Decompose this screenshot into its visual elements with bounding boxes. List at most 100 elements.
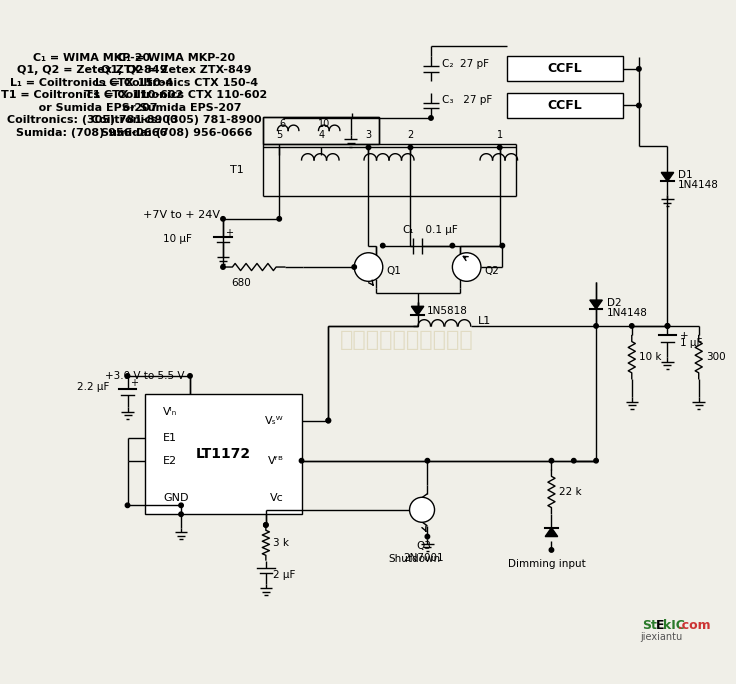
Text: Sumida: (708) 956-0666: Sumida: (708) 956-0666 xyxy=(101,128,252,137)
Text: 5: 5 xyxy=(276,130,283,140)
Text: L₁ = Coiltronics CTX 150-4: L₁ = Coiltronics CTX 150-4 xyxy=(95,78,258,88)
Circle shape xyxy=(408,145,413,150)
Circle shape xyxy=(637,66,641,71)
Text: 4: 4 xyxy=(318,130,325,140)
Circle shape xyxy=(326,419,330,423)
Circle shape xyxy=(425,534,430,539)
Text: Q1, Q2 = Zetex ZTX-849: Q1, Q2 = Zetex ZTX-849 xyxy=(102,66,252,75)
Text: E: E xyxy=(656,619,665,632)
Text: Shutdown: Shutdown xyxy=(388,555,440,564)
Circle shape xyxy=(572,458,576,463)
Text: Q3: Q3 xyxy=(417,541,431,551)
Text: +: + xyxy=(224,228,233,238)
Text: 2N7001: 2N7001 xyxy=(403,553,444,563)
Circle shape xyxy=(188,373,192,378)
Bar xyxy=(507,56,623,81)
Text: Vᴵₙ: Vᴵₙ xyxy=(163,406,177,417)
Text: St: St xyxy=(643,619,657,632)
Circle shape xyxy=(594,324,598,328)
Text: L1: L1 xyxy=(478,317,492,326)
Text: 10 μF: 10 μF xyxy=(163,235,192,244)
Circle shape xyxy=(221,265,225,269)
Circle shape xyxy=(450,244,455,248)
Text: 杭州将范科技有限公司: 杭州将范科技有限公司 xyxy=(340,330,474,350)
Text: 6: 6 xyxy=(280,119,286,129)
Text: 2: 2 xyxy=(407,130,414,140)
Text: C₁ = WIMA MKP-20: C₁ = WIMA MKP-20 xyxy=(118,53,236,63)
Text: D2: D2 xyxy=(606,298,621,308)
Text: kIC: kIC xyxy=(663,619,685,632)
Text: Dimming input: Dimming input xyxy=(508,559,586,569)
Text: E2: E2 xyxy=(163,456,177,466)
Circle shape xyxy=(637,103,641,107)
Circle shape xyxy=(179,512,183,516)
Circle shape xyxy=(221,217,225,221)
Circle shape xyxy=(549,548,553,552)
Text: CCFL: CCFL xyxy=(548,62,582,75)
Text: Vₛᵂ: Vₛᵂ xyxy=(265,416,283,425)
Text: +: + xyxy=(130,378,138,388)
Circle shape xyxy=(429,116,434,120)
Bar xyxy=(146,394,302,514)
Text: Sumida: (708) 956-0666: Sumida: (708) 956-0666 xyxy=(16,128,168,137)
Circle shape xyxy=(594,458,598,463)
Polygon shape xyxy=(411,306,424,315)
Text: 680: 680 xyxy=(231,278,251,288)
Text: Coiltronics: (305) 781-8900: Coiltronics: (305) 781-8900 xyxy=(7,116,177,125)
Circle shape xyxy=(354,253,383,281)
Text: jiexiantu: jiexiantu xyxy=(641,631,683,642)
Text: GND: GND xyxy=(163,493,188,503)
Text: 0.1 μF: 0.1 μF xyxy=(420,225,458,235)
Text: C₃   27 pF: C₃ 27 pF xyxy=(442,95,492,105)
Text: L₁ = Coiltronics CTX 150-4: L₁ = Coiltronics CTX 150-4 xyxy=(10,78,174,88)
Circle shape xyxy=(629,324,634,328)
Circle shape xyxy=(549,458,553,463)
Polygon shape xyxy=(661,172,673,181)
Circle shape xyxy=(665,324,670,328)
Text: C₂  27 pF: C₂ 27 pF xyxy=(442,59,489,68)
Text: D1: D1 xyxy=(678,170,693,180)
Text: Vᴄ: Vᴄ xyxy=(270,493,283,503)
Text: 2.2 μF: 2.2 μF xyxy=(77,382,110,392)
Text: 10: 10 xyxy=(318,119,330,129)
Polygon shape xyxy=(590,300,602,309)
Text: 1N4148: 1N4148 xyxy=(606,308,648,317)
Circle shape xyxy=(409,497,434,523)
Text: .com: .com xyxy=(678,619,712,632)
Text: +3.0 V to 5.5 V: +3.0 V to 5.5 V xyxy=(105,371,185,381)
Circle shape xyxy=(300,458,304,463)
Text: 1: 1 xyxy=(497,130,503,140)
Circle shape xyxy=(498,145,502,150)
Circle shape xyxy=(381,244,385,248)
Text: or Sumida EPS-207: or Sumida EPS-207 xyxy=(111,103,242,113)
Circle shape xyxy=(326,419,330,423)
Text: Q2: Q2 xyxy=(484,267,500,276)
Circle shape xyxy=(453,253,481,281)
Circle shape xyxy=(263,523,268,527)
Bar xyxy=(263,117,379,144)
Text: Q1: Q1 xyxy=(386,267,401,276)
Text: 1N4148: 1N4148 xyxy=(678,180,719,190)
Circle shape xyxy=(125,373,130,378)
Text: +: + xyxy=(680,331,689,341)
Text: E1: E1 xyxy=(163,434,177,443)
Text: LT1172: LT1172 xyxy=(196,447,250,460)
Circle shape xyxy=(125,503,130,508)
Text: T1 = Coiltronics CTX 110-602: T1 = Coiltronics CTX 110-602 xyxy=(85,90,268,101)
Text: T1 = Coiltronics CTX 110-602: T1 = Coiltronics CTX 110-602 xyxy=(1,90,183,101)
Circle shape xyxy=(263,523,268,527)
Circle shape xyxy=(367,145,371,150)
Circle shape xyxy=(352,265,356,269)
Circle shape xyxy=(500,244,505,248)
Polygon shape xyxy=(545,527,558,536)
Text: T1: T1 xyxy=(230,165,244,174)
Text: 300: 300 xyxy=(706,352,726,362)
Text: C₁ = WIMA MKP-20: C₁ = WIMA MKP-20 xyxy=(33,53,150,63)
Text: CCFL: CCFL xyxy=(548,99,582,112)
Circle shape xyxy=(425,458,430,463)
Circle shape xyxy=(665,324,670,328)
Text: Vᶠᴮ: Vᶠᴮ xyxy=(268,456,283,466)
Text: 3: 3 xyxy=(366,130,372,140)
Text: 3 k: 3 k xyxy=(273,538,289,548)
Text: 1N5818: 1N5818 xyxy=(426,306,467,316)
